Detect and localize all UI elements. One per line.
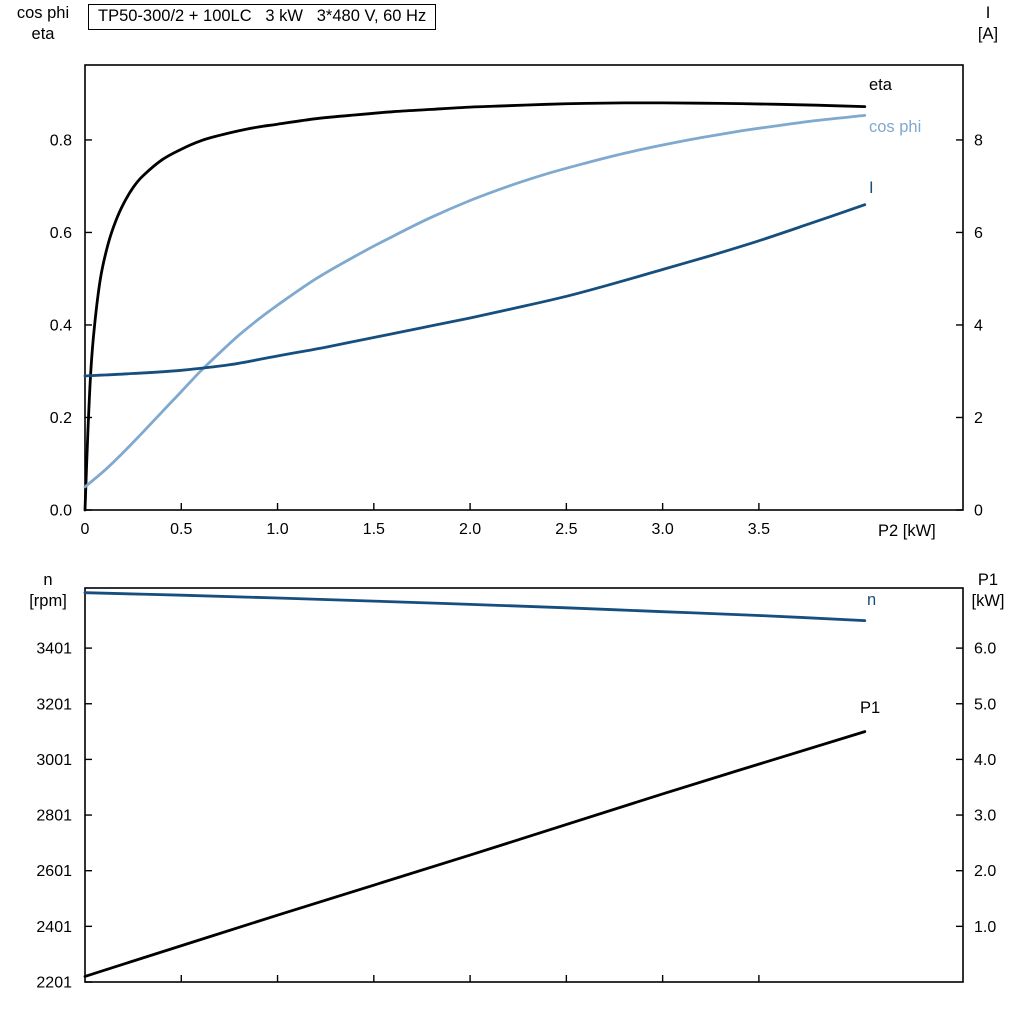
chart-title: TP50-300/2 + 100LC 3 kW 3*480 V, 60 Hz [88,4,437,30]
speed-curve-label: n [867,591,877,609]
eta-curve-label: eta [869,76,892,94]
plot-border [84,64,964,511]
bottom-right-axis-header: P1 [kW] [962,570,1014,612]
right-tick-label: 6 [974,225,983,242]
left-axis-unit-n: n [43,571,53,589]
x-tick-label: 0 [81,521,90,538]
x-axis-label: P2 [kW] [878,522,936,540]
right-tick-label: 0 [974,503,983,520]
n-curve [83,591,867,622]
left-tick-label: 0.2 [50,410,72,427]
right-tick-label: 2.0 [974,863,996,880]
left-tick-label: 0.4 [50,317,72,334]
cos-phi-curve [83,114,867,489]
left-axis-unit-eta: eta [31,25,55,43]
top-left-axis-header: cos phi eta [6,3,80,45]
left-tick-label: 2601 [36,863,72,880]
right-tick-label: 3.0 [974,808,996,825]
right-axis-unit-ampere: [A] [977,25,999,43]
right-tick-label: 8 [974,132,983,149]
cos-phi-curve-label: cos phi [869,118,922,136]
left-tick-label: 3401 [36,641,72,658]
x-tick-label: 1.5 [363,521,385,538]
left-tick-label: 2801 [36,808,72,825]
right-axis-unit-p1: P1 [977,571,999,589]
P1-curve [83,730,867,978]
right-axis-unit-kw: [kW] [971,592,1005,610]
left-tick-label: 0.0 [50,503,72,520]
left-tick-label: 2401 [36,919,72,936]
I-curve [83,203,867,378]
right-tick-label: 4 [974,317,983,334]
top-right-axis-header: I [A] [962,3,1014,45]
left-tick-label: 2201 [36,975,72,992]
left-axis-unit-rpm: [rpm] [29,592,67,610]
left-tick-label: 3001 [36,752,72,769]
right-tick-label: 5.0 [974,696,996,713]
right-tick-label: 6.0 [974,641,996,658]
x-tick-label: 3.0 [652,521,674,538]
right-tick-label: 2 [974,410,983,427]
x-tick-label: 1.0 [266,521,288,538]
x-tick-label: 2.5 [555,521,577,538]
x-tick-label: 3.5 [748,521,770,538]
right-tick-label: 4.0 [974,752,996,769]
left-tick-label: 0.8 [50,132,72,149]
x-tick-label: 0.5 [170,521,192,538]
left-tick-label: 0.6 [50,225,72,242]
x-tick-label: 2.0 [459,521,481,538]
p1-curve-label: P1 [860,699,881,717]
left-axis-unit-cosphi: cos phi [16,4,70,22]
eta-curve [83,101,867,512]
plot-border [84,587,964,983]
bottom-left-axis-header: n [rpm] [16,570,80,612]
current-curve-label: I [869,179,874,197]
left-tick-label: 3201 [36,696,72,713]
right-axis-unit-current: I [985,4,991,22]
right-tick-label: 1.0 [974,919,996,936]
